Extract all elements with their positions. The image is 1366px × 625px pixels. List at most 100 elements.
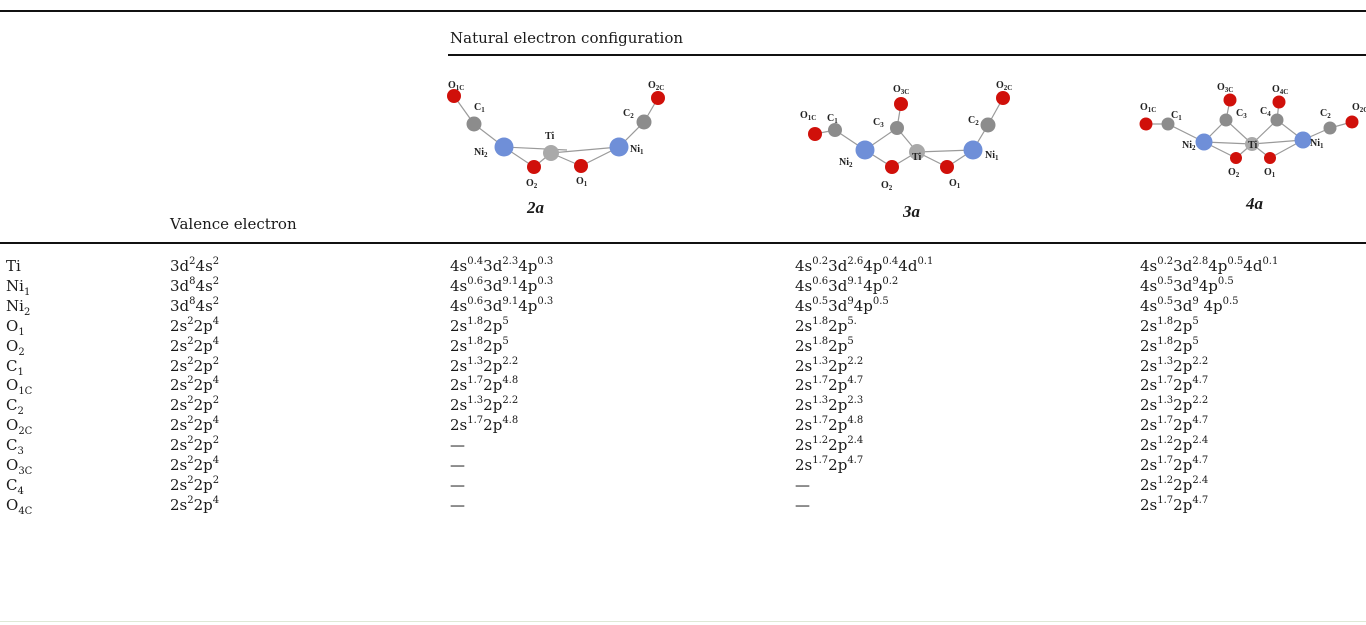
atom-cell: C4	[6, 475, 24, 497]
config-4a-cell: 2s1.72p4.7	[1140, 494, 1209, 514]
config-2a-cell: 4s0.63d9.14p0.3	[450, 275, 554, 295]
atom-label-o2c: O2C	[996, 80, 1012, 92]
config-4a-cell: 4s0.23d2.84p0.54d0.1	[1140, 256, 1279, 276]
atom-label-c2: C2	[1320, 108, 1331, 120]
config-4a-cell: 2s1.72p4.7	[1140, 415, 1209, 435]
config-4a-cell: 2s1.22p2.4	[1140, 474, 1209, 494]
atom-cell: O2	[6, 336, 25, 358]
config-3a-cell: 2s1.72p4.7	[795, 375, 864, 395]
valence-cell: 2s22p4	[170, 415, 220, 435]
atom-cell: O4C	[6, 495, 33, 517]
table-row: Ni1 3d84s2 4s0.63d9.14p0.3 4s0.63d9.14p0.2 4…	[0, 275, 1366, 297]
atom-label-c1: C1	[1171, 110, 1182, 122]
table-row: C1 2s22p2 2s1.32p2.2 2s1.32p2.2 2s1.32p2.2	[0, 355, 1366, 378]
atom-label-o1: O1	[949, 178, 961, 190]
config-4a-cell: 2s1.82p5	[1140, 335, 1199, 355]
config-3a-cell: 4s0.23d2.64p0.44d0.1	[795, 256, 934, 276]
config-3a-cell: 2s1.72p4.7	[795, 455, 864, 475]
molecule-4a-label: 4a	[1246, 194, 1263, 213]
table-row: C4 2s22p2 — — 2s1.22p2.4	[0, 474, 1366, 497]
atom-label-c3: C3	[873, 117, 884, 129]
config-3a-cell: 2s1.32p2.2	[795, 355, 864, 375]
atom-label-ti: Ti	[1248, 140, 1257, 151]
config-3a-cell: 2s1.72p4.8	[795, 415, 864, 435]
atom-label-o1: O1	[1264, 167, 1276, 179]
config-4a-cell: 2s1.32p2.2	[1140, 355, 1209, 375]
table-row: O2C 2s22p4 2s1.72p4.8 2s1.72p4.8 2s1.72p4.7	[0, 415, 1366, 438]
valence-cell: 2s22p4	[170, 455, 220, 475]
config-3a-cell: 4s0.53d94p0.5	[795, 295, 889, 315]
config-2a-cell: —	[450, 495, 465, 514]
atom-cell: Ni2	[6, 296, 31, 318]
atom-cell: C2	[6, 396, 24, 418]
config-4a-cell: 2s1.82p5	[1140, 315, 1199, 335]
config-4a-cell: 4s0.53d94p0.5	[1140, 275, 1234, 295]
config-4a-cell: 4s0.53d9 4p0.5	[1140, 295, 1239, 315]
valence-cell: 3d84s2	[170, 275, 220, 295]
valence-cell: 2s22p4	[170, 315, 220, 335]
atom-label-c2: C2	[623, 108, 634, 120]
table-row: C3 2s22p2 — 2s1.22p2.4 2s1.22p2.4	[0, 435, 1366, 458]
config-2a-cell: 2s1.72p4.8	[450, 375, 519, 395]
atom-label-o1: O1	[576, 176, 588, 188]
atom-cell: C1	[6, 356, 24, 378]
molecule-3a-label: 3a	[903, 202, 920, 221]
config-4a-cell: 2s1.32p2.2	[1140, 395, 1209, 415]
config-3a-cell: 2s1.32p2.3	[795, 395, 864, 415]
config-3a-cell: 2s1.22p2.4	[795, 435, 864, 455]
table-row: O4C 2s22p4 — — 2s1.72p4.7	[0, 494, 1366, 517]
atom-cell: O1C	[6, 376, 33, 398]
atom-label-ni1: Ni1	[1310, 138, 1324, 150]
table-row: O1C 2s22p4 2s1.72p4.8 2s1.72p4.7 2s1.72p4.7	[0, 375, 1366, 398]
atom-cell: O3C	[6, 456, 33, 477]
valence-cell: 2s22p2	[170, 355, 220, 375]
config-3a-cell: 4s0.63d9.14p0.2	[795, 275, 899, 295]
atom-label-c3: C3	[1236, 108, 1247, 120]
atom-label-o3c: O3C	[1217, 82, 1233, 94]
config-2a-cell: 2s1.32p2.2	[450, 395, 519, 415]
atom-cell: O1	[6, 316, 25, 338]
config-2a-cell: 2s1.72p4.8	[450, 415, 519, 435]
atom-label-c1: C1	[474, 102, 485, 114]
config-2a-cell: —	[450, 475, 465, 494]
valence-cell: 2s22p4	[170, 375, 220, 395]
table-row: O2 2s22p4 2s1.82p5 2s1.82p5 2s1.82p5	[0, 335, 1366, 358]
atom-label-ti: Ti	[912, 152, 921, 163]
natural-electron-configuration-header: Natural electron configuration	[450, 29, 684, 47]
atom-label-o3c: O3C	[893, 84, 909, 96]
table-header-rule	[0, 242, 1366, 244]
molecule-2a-structure: O1C C1 Ni2 Ti Ni1 C2 O2C O2 O1 2a	[447, 80, 668, 230]
config-4a-cell: 2s1.72p4.7	[1140, 455, 1209, 475]
atom-label-o2: O2	[1228, 167, 1240, 179]
table-row: C2 2s22p2 2s1.32p2.2 2s1.32p2.3 2s1.32p2.2	[0, 395, 1366, 418]
atom-label-o2c: O2C	[648, 80, 664, 92]
valence-cell: 3d24s2	[170, 256, 220, 276]
config-2a-cell: 2s1.32p2.2	[450, 355, 519, 375]
config-2a-cell: 4s0.43d2.34p0.3	[450, 256, 554, 276]
table-top-rule	[0, 10, 1366, 12]
atom-label-ni2: Ni2	[839, 157, 853, 169]
atom-label-ni1: Ni1	[985, 150, 999, 162]
config-4a-cell: 2s1.72p4.7	[1140, 375, 1209, 395]
config-2a-cell: —	[450, 456, 465, 474]
valence-cell: 2s22p2	[170, 395, 220, 415]
atom-cell: Ti	[6, 257, 21, 275]
atom-label-o2: O2	[881, 180, 893, 192]
atom-cell: C3	[6, 436, 24, 458]
valence-electron-header: Valence electron	[170, 215, 297, 233]
config-4a-cell: 2s1.22p2.4	[1140, 435, 1209, 455]
atom-cell: O2C	[6, 416, 33, 438]
atom-label-o2c: O2C	[1352, 102, 1366, 114]
config-2a-cell: 4s0.63d9.14p0.3	[450, 295, 554, 315]
atom-label-c1: C1	[827, 113, 838, 125]
molecule-2a-label: 2a	[527, 198, 544, 217]
config-3a-cell: —	[795, 495, 810, 514]
atom-label-o2: O2	[526, 178, 538, 190]
table-row: O1 2s22p4 2s1.82p5 2s1.82p5. 2s1.82p5	[0, 315, 1366, 338]
atom-label-o1c: O1C	[800, 110, 816, 122]
atom-label-c2: C2	[968, 115, 979, 127]
atom-label-ti: Ti	[545, 131, 554, 142]
config-2a-cell: 2s1.82p5	[450, 315, 509, 335]
valence-cell: 3d84s2	[170, 295, 220, 315]
table-row: O3C 2s22p4 — 2s1.72p4.7 2s1.72p4.7	[0, 455, 1366, 477]
